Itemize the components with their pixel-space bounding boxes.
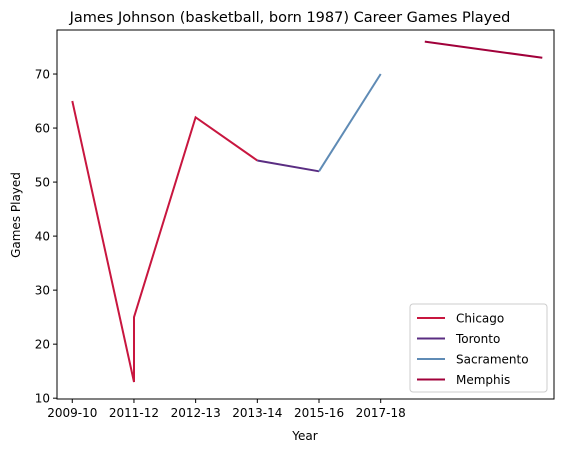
x-tick-label: 2015-16	[294, 406, 344, 420]
y-tick-label: 10	[35, 392, 50, 406]
x-tick-label: 2013-14	[232, 406, 282, 420]
y-tick-label: 70	[35, 68, 50, 82]
series-line-memphis	[424, 40, 543, 59]
chart-title: James Johnson (basketball, born 1987) Ca…	[69, 10, 511, 26]
series-line-sacramento	[318, 73, 382, 172]
legend-box	[409, 303, 548, 393]
x-axis-label: Year	[291, 429, 317, 443]
legend-label-chicago: Chicago	[456, 312, 504, 326]
y-axis: 10 20 30 40 50 60 70	[35, 68, 57, 406]
series-line-chicago	[71, 100, 258, 383]
y-tick-label: 30	[35, 284, 50, 298]
y-tick-label: 50	[35, 176, 50, 190]
legend-label-toronto: Toronto	[455, 332, 500, 346]
y-tick-label: 60	[35, 122, 50, 136]
plot-frame	[56, 29, 555, 400]
legend-label-memphis: Memphis	[456, 373, 510, 387]
legend: Chicago Toronto Sacramento Memphis	[409, 303, 548, 393]
x-tick-label: 2012-13	[171, 406, 221, 420]
y-tick-label: 40	[35, 230, 50, 244]
x-tick-label: 2011-12	[109, 406, 159, 420]
y-axis-label: Games Played	[9, 172, 23, 258]
y-tick-label: 20	[35, 338, 50, 352]
legend-label-sacramento: Sacramento	[456, 353, 529, 367]
series-line-toronto	[257, 159, 320, 173]
plot-lines	[71, 40, 543, 383]
x-tick-label: 2009-10	[47, 406, 97, 420]
x-axis: 2009-10 2011-12 2012-13 2013-14 2015-16 2017-…	[47, 399, 406, 420]
x-tick-label: 2017-18	[356, 406, 406, 420]
